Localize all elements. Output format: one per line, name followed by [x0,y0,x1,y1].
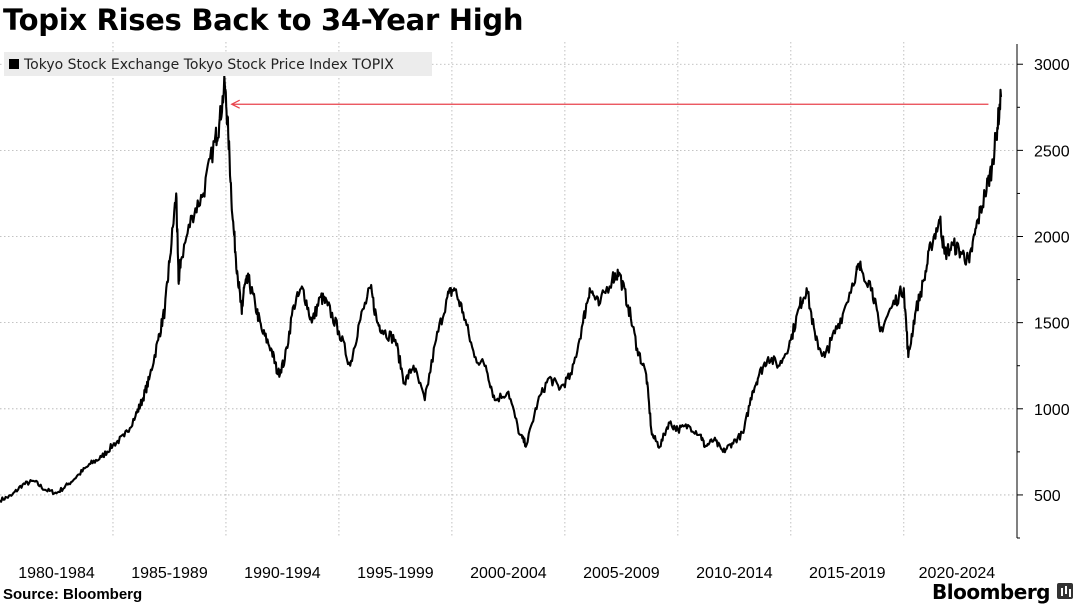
annotation-layer [230,99,989,109]
x-tick-label: 2020-2024 [919,565,996,580]
x-axis-labels: 1980-1984 1985-1989 1990-1994 1995-1999 2000… [18,565,995,580]
legend-background [4,52,432,76]
bloomberg-chart-icon [1057,583,1073,599]
legend-label: Tokyo Stock Exchange Tokyo Stock Price I… [23,57,394,73]
brand-logo: Bloomberg [932,580,1050,604]
legend-swatch [9,59,19,69]
y-axis: 500 1000 1500 2000 2500 3000 [1016,44,1070,539]
x-tick-label: 2000-2004 [470,565,547,580]
annotation-arrow-head [230,99,240,109]
y-tick-label: 1000 [1034,402,1070,419]
x-tick-label: 1995-1999 [357,565,434,580]
y-tick-label: 2000 [1034,230,1070,247]
grid-lines [0,42,1016,538]
x-tick-label: 1985-1989 [131,565,208,580]
x-tick-label: 2015-2019 [809,565,886,580]
y-tick-label: 1500 [1034,316,1070,333]
x-tick-label: 2005-2009 [583,565,660,580]
legend: Tokyo Stock Exchange Tokyo Stock Price I… [4,52,432,76]
chart-area: 500 1000 1500 2000 2500 3000 1980-1984 1985-19… [0,42,1070,580]
chart-title: Topix Rises Back to 34-Year High [3,3,524,37]
series-layer [0,75,1003,503]
y-tick-label: 3000 [1034,57,1070,74]
y-tick-label: 500 [1034,488,1061,505]
x-tick-label: 1990-1994 [244,565,321,580]
x-tick-label: 2010-2014 [696,565,773,580]
source-note: Source: Bloomberg [3,586,143,603]
y-tick-label: 2500 [1034,143,1070,160]
topix-series-line [0,75,1003,503]
x-tick-label: 1980-1984 [18,565,95,580]
